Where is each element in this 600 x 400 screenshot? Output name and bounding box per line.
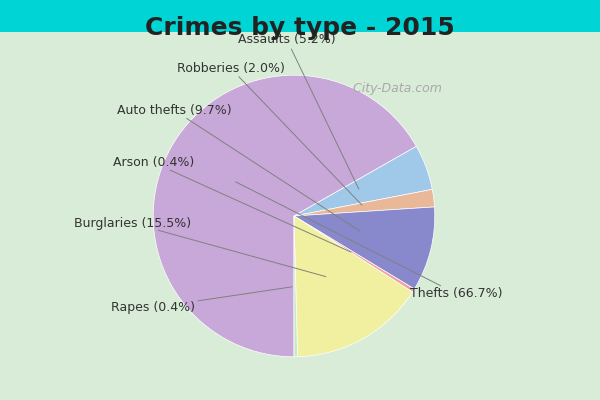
Text: Arson (0.4%): Arson (0.4%): [113, 156, 351, 252]
Text: City-Data.com: City-Data.com: [345, 82, 442, 95]
Wedge shape: [294, 189, 434, 216]
Wedge shape: [294, 216, 298, 357]
Text: Thefts (66.7%): Thefts (66.7%): [236, 182, 502, 300]
Text: Assaults (5.2%): Assaults (5.2%): [238, 34, 359, 189]
Wedge shape: [294, 207, 435, 289]
Text: Burglaries (15.5%): Burglaries (15.5%): [74, 216, 326, 277]
Wedge shape: [294, 216, 415, 292]
Text: Rapes (0.4%): Rapes (0.4%): [111, 287, 292, 314]
Text: Robberies (2.0%): Robberies (2.0%): [177, 62, 362, 205]
Wedge shape: [153, 75, 416, 357]
Text: Auto thefts (9.7%): Auto thefts (9.7%): [117, 104, 360, 231]
Text: Crimes by type - 2015: Crimes by type - 2015: [145, 16, 455, 40]
Wedge shape: [294, 146, 432, 216]
Wedge shape: [294, 216, 412, 357]
